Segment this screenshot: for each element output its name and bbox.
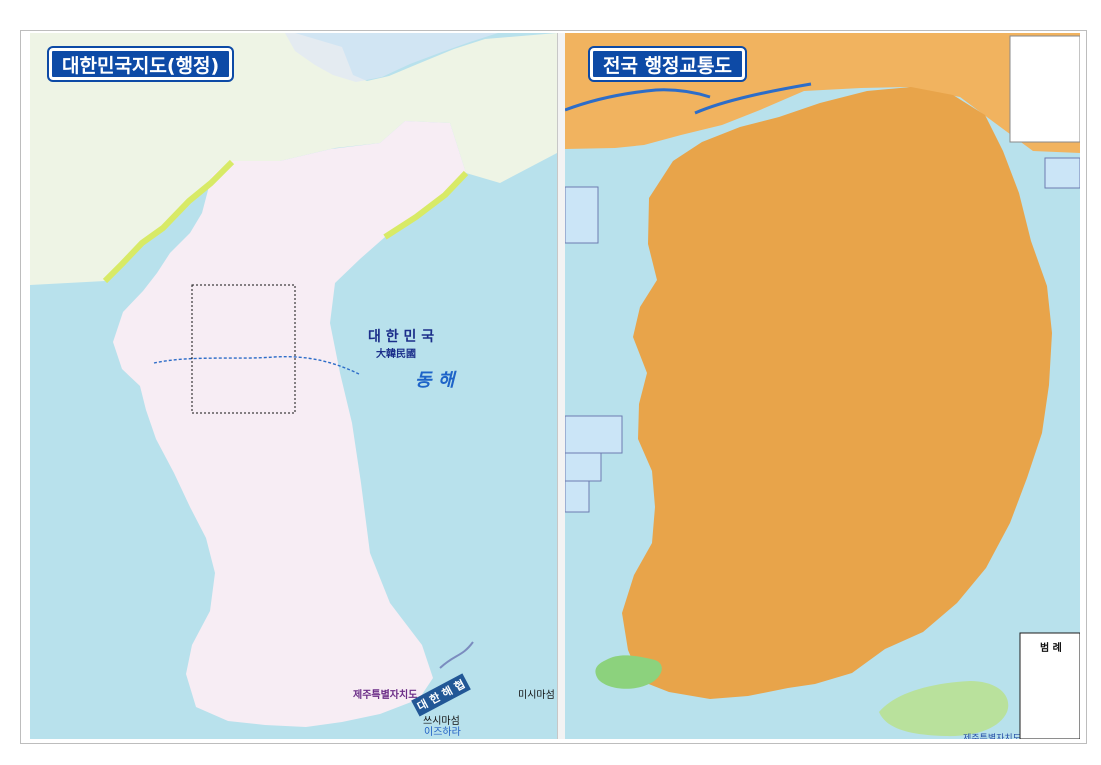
left-jeju-inset-label: 제주특별자치도 <box>353 690 418 701</box>
left-map-panel[interactable]: 동 해 대 한 민 국 大韓民國 대 한 해 협 제주특별자치도 미시마섬 쓰시… <box>30 33 557 739</box>
right-map-svg <box>565 33 1080 739</box>
right-legend-title: 범 례 <box>1040 643 1062 654</box>
right-map-panel[interactable]: 제주특별자치도 범 례 <box>565 33 1080 739</box>
left-country-korean: 대 한 민 국 <box>368 329 435 345</box>
left-map-svg <box>30 33 557 739</box>
left-sea-label: 동 해 <box>415 370 455 391</box>
left-map-title: 대한민국지도(행정) <box>49 48 233 80</box>
left-country-hanja: 大韓民國 <box>376 349 416 360</box>
right-map-title: 전국 행정교통도 <box>590 48 745 80</box>
left-ieodo-label: 쓰시마섬 <box>423 716 460 727</box>
left-ieodo-sub: 이즈하라 <box>424 727 461 738</box>
left-japan-island-label: 미시마섬 <box>518 690 555 701</box>
right-jeju-label: 제주특별자치도 <box>963 734 1021 739</box>
